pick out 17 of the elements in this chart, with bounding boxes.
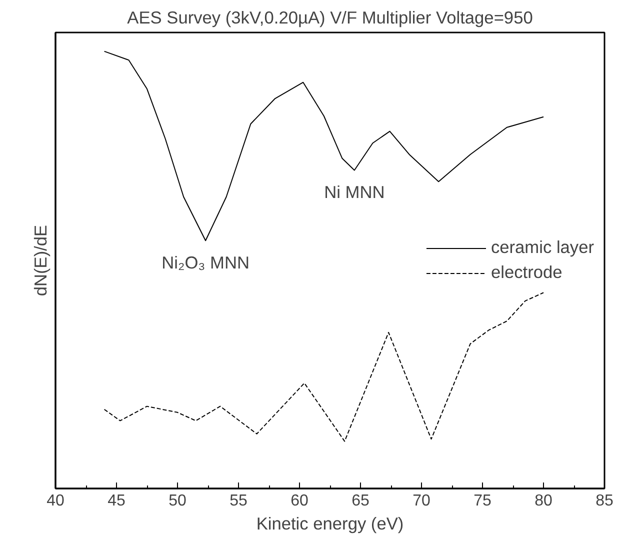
- chart-title: AES Survey (3kV,0.20µA) V/F Multiplier Voltage=950: [127, 8, 533, 28]
- x-axis-title: Kinetic energy (eV): [256, 514, 404, 534]
- x-tick-label: 70: [412, 492, 430, 510]
- x-tick-label: 45: [108, 492, 126, 510]
- x-tick-label: 60: [290, 492, 308, 510]
- x-tick-label: 65: [352, 492, 370, 510]
- legend-label: ceramic layer: [490, 237, 594, 258]
- y-axis-title: dN(E)/dE: [30, 224, 50, 296]
- x-tick-label: 85: [596, 492, 614, 510]
- x-tick-label: 75: [474, 492, 492, 510]
- annotation: Ni MNN: [324, 182, 385, 202]
- annotation: Ni₂O₃ MNN: [162, 252, 250, 273]
- x-tick-label: 50: [168, 492, 186, 510]
- x-tick-label: 40: [46, 492, 64, 510]
- legend-label: electrode: [490, 262, 562, 283]
- x-tick-label: 55: [230, 492, 248, 510]
- x-tick-label: 80: [534, 492, 552, 510]
